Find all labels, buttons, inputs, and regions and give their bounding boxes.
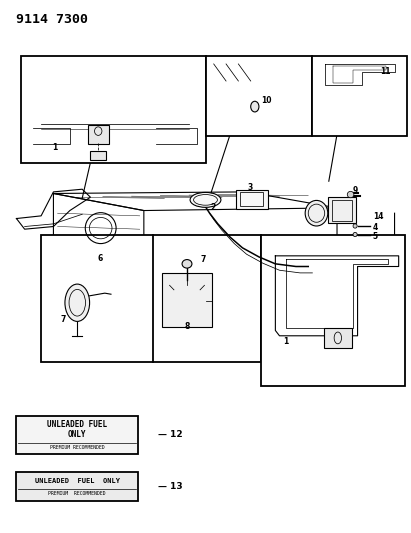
Text: 2: 2 — [210, 204, 216, 212]
FancyBboxPatch shape — [90, 151, 106, 160]
Text: 7: 7 — [61, 316, 66, 325]
Text: PREMIUM RECOMMENDED: PREMIUM RECOMMENDED — [50, 446, 104, 450]
Bar — [16, 472, 138, 501]
Text: 7: 7 — [201, 255, 206, 264]
Ellipse shape — [182, 260, 192, 268]
Text: UNLEADED FUEL: UNLEADED FUEL — [47, 419, 107, 429]
Ellipse shape — [347, 191, 354, 198]
Bar — [16, 416, 138, 454]
Ellipse shape — [251, 101, 259, 112]
FancyBboxPatch shape — [324, 328, 352, 348]
Text: — 12: — 12 — [158, 431, 183, 439]
Ellipse shape — [353, 232, 357, 237]
Text: PREMIUM  RECOMMENDED: PREMIUM RECOMMENDED — [48, 491, 106, 496]
Bar — [206, 56, 312, 136]
Text: 8: 8 — [185, 322, 190, 332]
FancyBboxPatch shape — [328, 197, 356, 223]
Text: 6: 6 — [98, 254, 103, 263]
Bar — [312, 56, 407, 136]
Text: UNLEADED  FUEL  ONLY: UNLEADED FUEL ONLY — [35, 478, 120, 484]
Bar — [21, 56, 206, 163]
Ellipse shape — [353, 224, 357, 228]
Text: ONLY: ONLY — [68, 430, 86, 439]
Text: 1: 1 — [284, 337, 289, 346]
Text: 9: 9 — [353, 186, 358, 195]
Ellipse shape — [65, 284, 90, 321]
Text: — 13: — 13 — [158, 482, 183, 491]
FancyBboxPatch shape — [162, 273, 212, 327]
Text: 4: 4 — [373, 223, 378, 232]
Bar — [41, 235, 261, 362]
Text: 14: 14 — [373, 213, 383, 221]
Ellipse shape — [190, 192, 221, 207]
FancyBboxPatch shape — [88, 125, 109, 144]
Text: 9114 7300: 9114 7300 — [16, 13, 88, 26]
Bar — [261, 235, 405, 386]
Text: 5: 5 — [373, 232, 378, 240]
Text: 11: 11 — [380, 67, 391, 76]
FancyBboxPatch shape — [236, 190, 268, 209]
Text: 1: 1 — [53, 143, 58, 152]
Ellipse shape — [305, 200, 328, 226]
Text: 3: 3 — [247, 183, 253, 192]
Text: 10: 10 — [261, 96, 272, 105]
